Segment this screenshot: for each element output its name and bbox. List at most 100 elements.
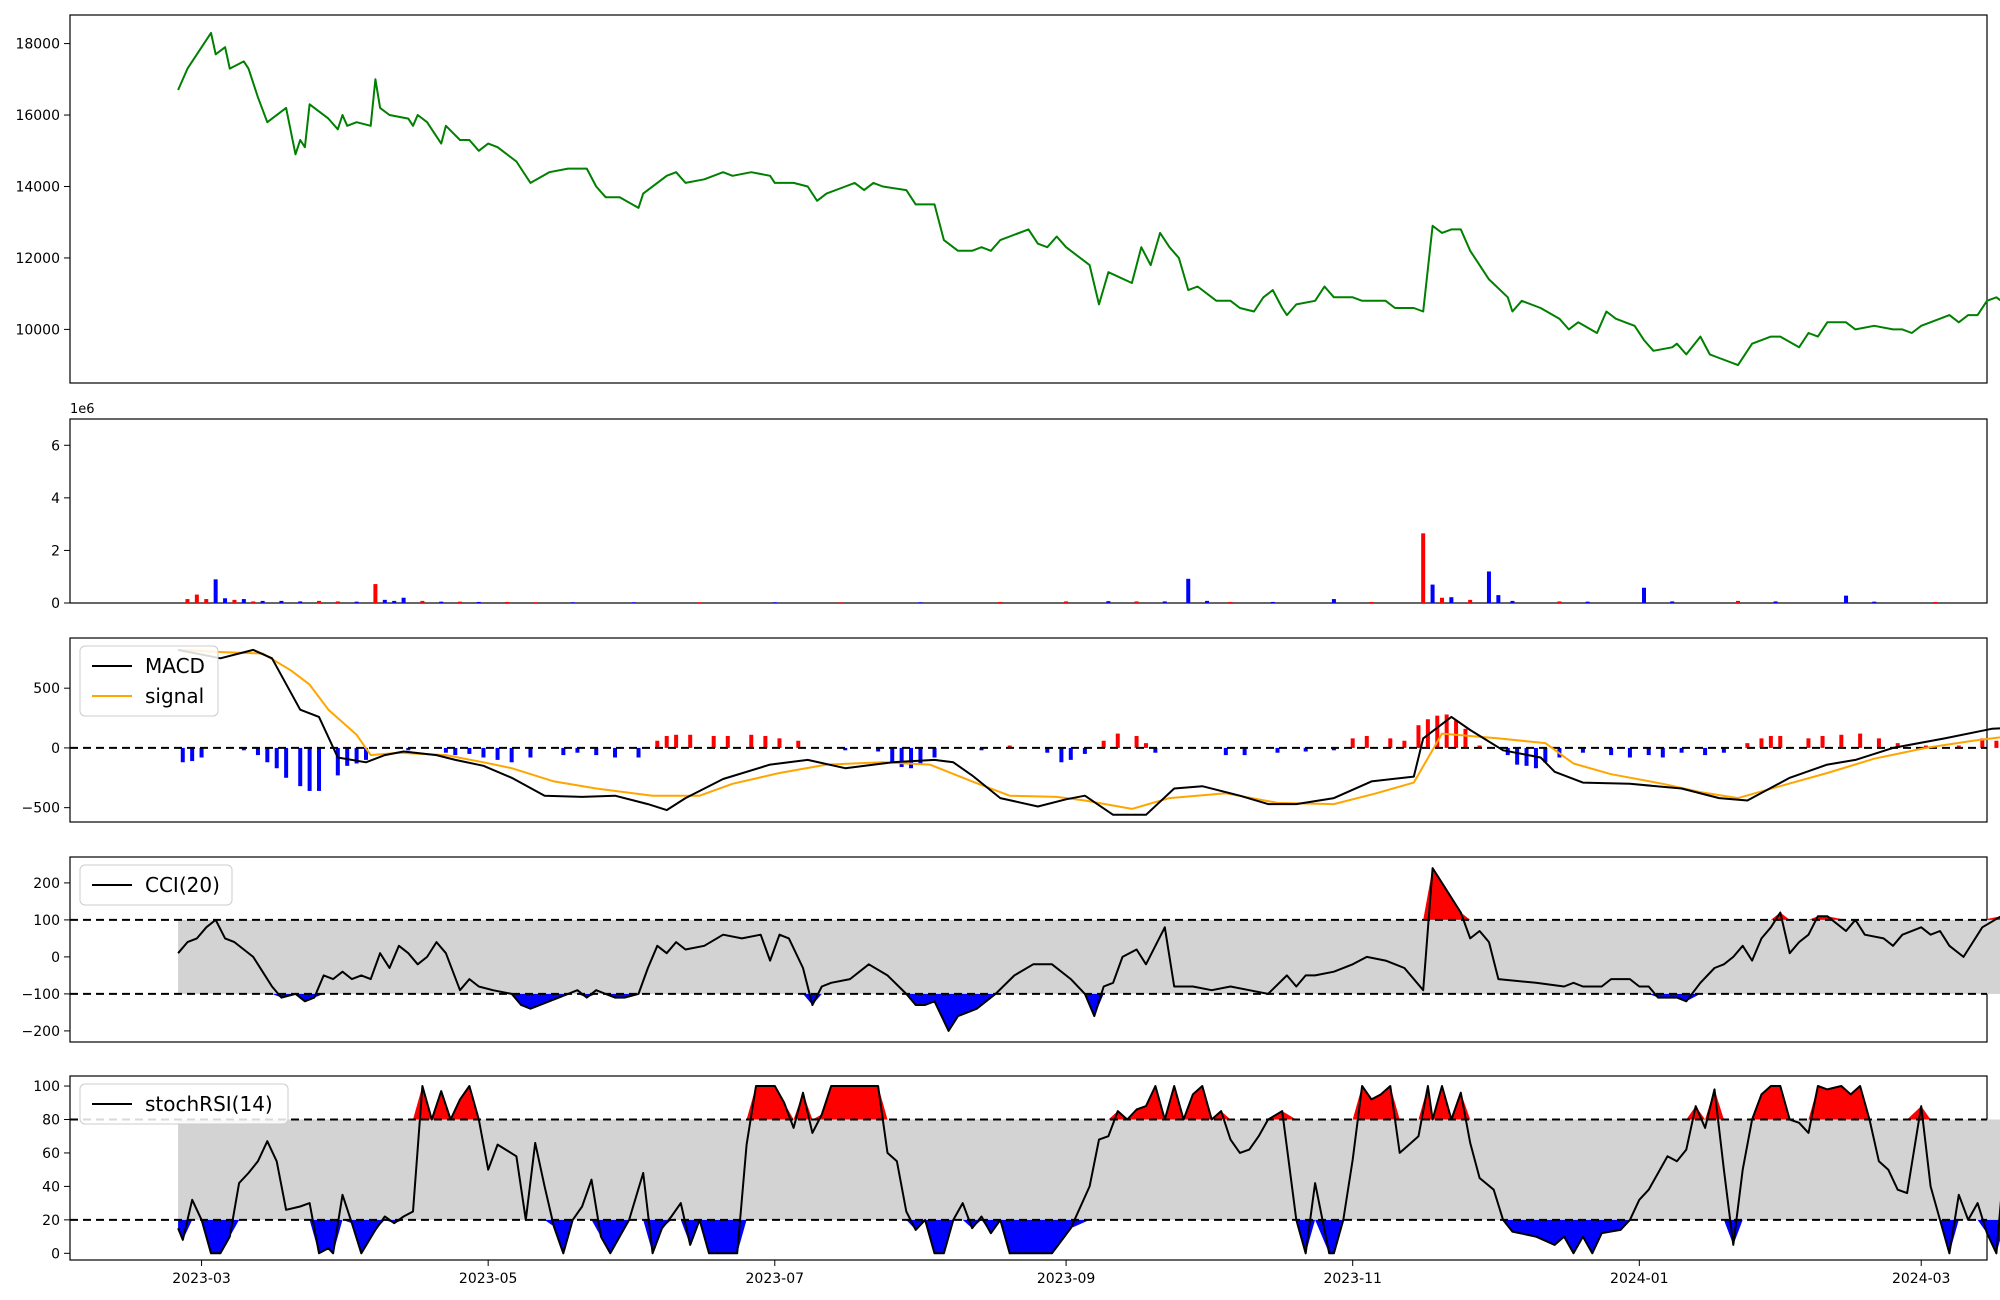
macd-histogram-bar (284, 747, 289, 778)
price-ytick-label: 12000 (15, 251, 60, 267)
volume-bar (1670, 601, 1675, 603)
macd-histogram-bar (1839, 734, 1844, 748)
macd-histogram-bar (1275, 747, 1280, 753)
macd-histogram-bar (1303, 747, 1308, 752)
macd-line (177, 648, 2000, 816)
cci-line (177, 867, 2000, 1032)
macd-histogram-bar (180, 747, 185, 763)
macd-histogram-bar (796, 740, 801, 748)
macd-histogram-bar (345, 747, 350, 766)
macd-histogram-bar (664, 735, 669, 748)
volume-bar (1331, 599, 1336, 603)
volume-bar (1486, 571, 1491, 603)
volume-bar (570, 602, 575, 603)
volume-bar (251, 601, 256, 603)
volume-bar (1064, 601, 1069, 603)
cci-legend (79, 864, 233, 906)
macd-histogram-bar (1416, 725, 1421, 748)
macd-histogram-bar (1223, 747, 1228, 756)
volume-bar (457, 601, 462, 603)
macd-histogram-bar (777, 738, 782, 748)
volume-bar (1557, 601, 1562, 603)
price-ytick-label: 18000 (15, 37, 60, 53)
macd-histogram-bar (890, 747, 895, 763)
stochrsi-band (178, 1119, 2000, 1220)
volume-frame (69, 418, 1988, 604)
macd-histogram-bar (1134, 735, 1139, 748)
volume-ytick-label: 0 (51, 596, 60, 612)
macd-histogram-bar (1980, 738, 1985, 748)
macd-histogram-bar (636, 747, 641, 758)
stochrsi-legend (79, 1083, 289, 1125)
macd-histogram-bar (1580, 747, 1585, 753)
volume-ytick-label: 2 (51, 543, 60, 559)
volume-bar (476, 601, 481, 603)
volume-bar (232, 599, 237, 603)
macd-histogram-bar (1068, 747, 1073, 760)
volume-bar (998, 601, 1003, 603)
macd-histogram-bar (749, 734, 754, 748)
macd-histogram-bar (1242, 747, 1247, 756)
volume-ytick-label: 4 (51, 491, 60, 507)
date-axis: 2023-03 2023-05 2023-07 2023-09 2023-11 2024-… (172, 1260, 1950, 1287)
cci-panel: −200 −100 0 100 200 CCI(20) (22, 856, 2000, 1043)
price-ytick-label: 10000 (15, 322, 60, 338)
macd-histogram-bar (843, 747, 848, 751)
macd-histogram-bar (274, 747, 279, 769)
volume-bar (185, 599, 190, 603)
volume-bar (223, 598, 228, 603)
price-panel: 10000 12000 14000 16000 18000 (15, 14, 2000, 384)
macd-histogram-bar (899, 747, 904, 768)
stochrsi-legend-label: stochRSI(14) (145, 1092, 273, 1116)
macd-histogram-bar (1768, 735, 1773, 748)
volume-bar (279, 600, 284, 603)
macd-histogram-bar (1143, 743, 1148, 748)
volume-bar (260, 600, 265, 603)
stochrsi-oversold-fill (178, 1219, 2000, 1254)
macd-histogram-bar (763, 735, 768, 748)
price-line (177, 31, 2000, 367)
price-frame (69, 14, 1988, 384)
volume-bar (533, 602, 538, 603)
macd-histogram-bar (509, 747, 514, 763)
volume-bar (194, 594, 199, 603)
macd-histogram-bar (1923, 745, 1928, 748)
volume-bar (401, 597, 406, 603)
cci-band (178, 919, 2000, 994)
macd-histogram-bar (655, 740, 660, 748)
cci-oversold-fill (178, 993, 2000, 1031)
volume-bar (772, 602, 777, 603)
macd-histogram-bar (725, 735, 730, 748)
macd-histogram-bar (241, 747, 246, 751)
macd-histogram-bar (1679, 747, 1684, 753)
macd-histogram-bar (1463, 728, 1468, 748)
macd-histogram-bar (1858, 733, 1863, 748)
volume-bar (1735, 600, 1740, 603)
cci-ytick-label: −100 (22, 987, 60, 1003)
price-ytick-label: 14000 (15, 179, 60, 195)
volume-bar (373, 584, 378, 603)
volume-bar (1510, 600, 1515, 603)
volume-bar (439, 601, 444, 603)
volume-panel: 0 2 4 6 1e6 (51, 402, 1988, 612)
macd-histogram-bar (298, 747, 303, 787)
macd-histogram-bar (1543, 747, 1548, 763)
volume-scale-label: 1e6 (70, 402, 95, 417)
macd-histogram-bar (1627, 747, 1632, 758)
volume-bar (1134, 601, 1139, 603)
volume-bar (1468, 599, 1473, 603)
macd-histogram-bar (1820, 735, 1825, 748)
macd-histogram-bar (1533, 747, 1538, 769)
macd-histogram-bar (1524, 747, 1529, 766)
stochrsi-line (177, 1085, 2000, 1255)
macd-histogram-bar (688, 734, 693, 748)
macd-histogram-bar (1082, 747, 1087, 754)
x-tick-label: 2023-07 (746, 1271, 805, 1287)
macd-histogram-bar (979, 747, 984, 751)
cci-ytick-label: 100 (33, 913, 60, 929)
macd-histogram-bar (1515, 747, 1520, 765)
x-tick-label: 2024-01 (1610, 1271, 1669, 1287)
volume-bar (1205, 600, 1210, 603)
macd-histogram-bar (1153, 747, 1158, 753)
